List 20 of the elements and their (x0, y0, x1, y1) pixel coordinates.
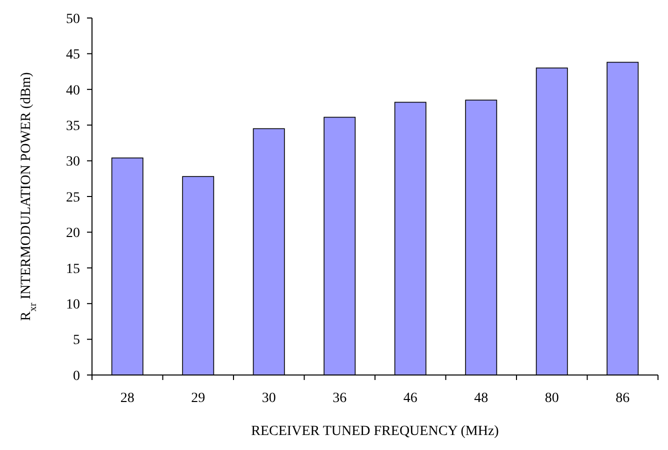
y-tick-label: 15 (66, 262, 80, 277)
y-tick-label: 5 (73, 333, 80, 348)
x-tick-label: 86 (616, 391, 630, 406)
x-tick-label: 29 (191, 391, 206, 406)
y-tick-label: 45 (66, 48, 80, 63)
y-tick-label: 50 (66, 12, 80, 27)
x-tick-label: 30 (262, 391, 276, 406)
x-tick-label: 80 (544, 391, 559, 406)
x-axis-title: RECEIVER TUNED FREQUENCY (MHz) (251, 424, 500, 439)
x-tick-label: 46 (403, 391, 418, 406)
y-tick-label: 30 (66, 154, 80, 170)
x-tick-label: 48 (474, 391, 488, 406)
y-tick-label: 35 (66, 119, 80, 134)
y-tick-label: 40 (66, 83, 80, 98)
y-tick-label: 20 (66, 226, 80, 242)
y-tick-label: 0 (73, 368, 80, 384)
y-tick-label: 10 (66, 298, 80, 312)
x-tick-label: 28 (120, 391, 134, 406)
x-tick-label: 36 (332, 391, 347, 406)
y-tick-label: 25 (66, 190, 80, 206)
